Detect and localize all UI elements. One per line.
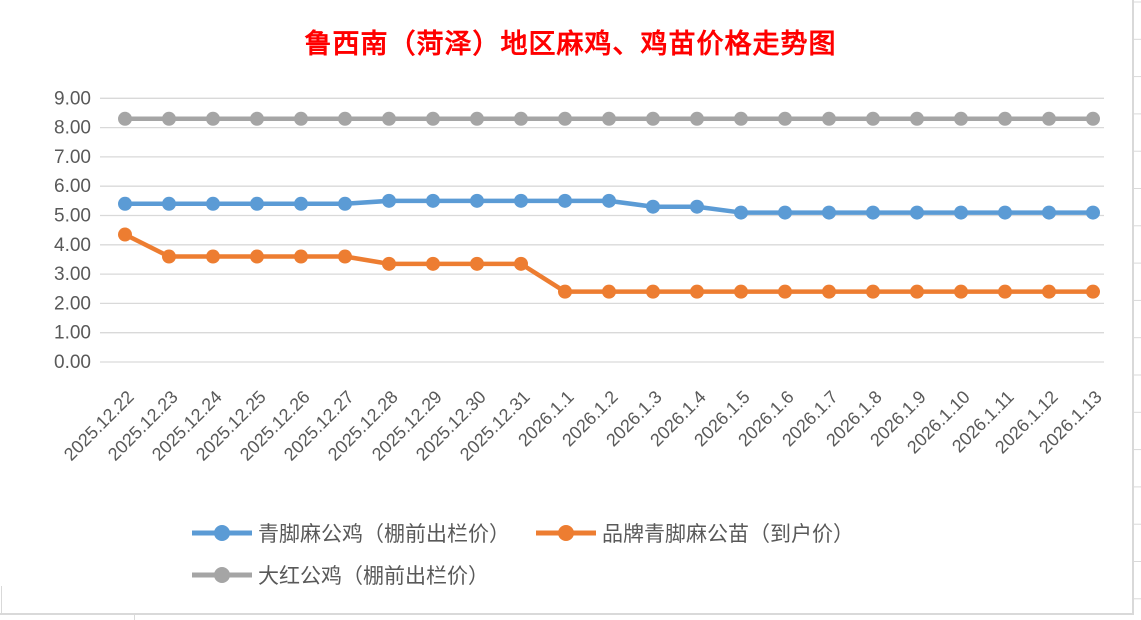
data-point xyxy=(338,111,352,126)
spreadsheet-gridline-tick xyxy=(1,586,2,613)
data-point xyxy=(998,205,1012,220)
data-point xyxy=(822,284,836,299)
legend-marker-icon xyxy=(536,525,596,541)
y-axis-tick-label: 2.00 xyxy=(54,293,91,314)
data-point xyxy=(1042,205,1056,220)
legend-item-2[interactable]: 大红公鸡（棚前出栏价） xyxy=(192,560,489,590)
y-axis-tick-label: 4.00 xyxy=(54,235,91,256)
data-point xyxy=(910,284,924,299)
y-axis-tick-label: 8.00 xyxy=(54,118,91,139)
data-point xyxy=(514,256,528,271)
y-axis-tick-label: 7.00 xyxy=(54,147,91,168)
data-point xyxy=(206,196,220,211)
data-point xyxy=(514,111,528,126)
data-point xyxy=(426,111,440,126)
data-point xyxy=(382,256,396,271)
data-point xyxy=(558,193,572,208)
data-point xyxy=(690,199,704,214)
data-point xyxy=(998,284,1012,299)
data-point xyxy=(118,111,132,126)
data-point xyxy=(954,111,968,126)
legend-label: 大红公鸡（棚前出栏价） xyxy=(258,565,489,588)
data-point xyxy=(998,111,1012,126)
spreadsheet-border-right xyxy=(1132,0,1134,615)
data-point xyxy=(866,284,880,299)
spreadsheet-gridline-tick xyxy=(134,615,135,620)
data-point xyxy=(338,249,352,264)
data-point xyxy=(382,193,396,208)
data-point xyxy=(734,111,748,126)
data-point xyxy=(646,284,660,299)
data-point xyxy=(778,284,792,299)
data-point xyxy=(162,249,176,264)
data-point xyxy=(294,111,308,126)
data-point xyxy=(602,111,616,126)
legend-label: 品牌青脚麻公苗（到户价） xyxy=(602,523,854,546)
data-point xyxy=(382,111,396,126)
data-point xyxy=(426,193,440,208)
legend: 青脚麻公鸡（棚前出栏价） 品牌青脚麻公苗（到户价） 大红公鸡（棚前出栏价） xyxy=(192,518,992,590)
data-point xyxy=(294,196,308,211)
y-axis-tick-label: 1.00 xyxy=(54,323,91,344)
legend-item-0[interactable]: 青脚麻公鸡（棚前出栏价） xyxy=(192,518,510,548)
data-point xyxy=(1086,284,1100,299)
legend-marker-icon xyxy=(192,567,252,583)
data-point xyxy=(1086,205,1100,220)
y-axis-tick-label: 5.00 xyxy=(54,206,91,227)
data-point xyxy=(162,196,176,211)
y-axis-tick-label: 9.00 xyxy=(54,88,91,109)
data-point xyxy=(118,196,132,211)
legend-label: 青脚麻公鸡（棚前出栏价） xyxy=(258,523,510,546)
legend-marker-icon xyxy=(192,525,252,541)
data-point xyxy=(250,196,264,211)
data-point xyxy=(118,227,132,242)
data-point xyxy=(954,205,968,220)
data-point xyxy=(1042,111,1056,126)
data-point xyxy=(1042,284,1056,299)
data-point xyxy=(910,205,924,220)
data-point xyxy=(954,284,968,299)
chart-title: 鲁西南（菏泽）地区麻鸡、鸡苗价格走势图 xyxy=(304,29,837,59)
data-point xyxy=(866,205,880,220)
data-point xyxy=(646,111,660,126)
data-point xyxy=(910,111,924,126)
data-point xyxy=(778,205,792,220)
data-point xyxy=(602,193,616,208)
data-point xyxy=(294,249,308,264)
data-point xyxy=(822,111,836,126)
data-point xyxy=(734,284,748,299)
data-point xyxy=(558,111,572,126)
data-point xyxy=(338,196,352,211)
data-point xyxy=(470,256,484,271)
data-point xyxy=(866,111,880,126)
data-point xyxy=(602,284,616,299)
legend-item-1[interactable]: 品牌青脚麻公苗（到户价） xyxy=(536,518,854,548)
data-point xyxy=(206,111,220,126)
data-point xyxy=(426,256,440,271)
data-point xyxy=(162,111,176,126)
data-point xyxy=(558,284,572,299)
series-line-1 xyxy=(122,232,1096,294)
spreadsheet-border-bottom xyxy=(0,613,1134,615)
data-point xyxy=(514,193,528,208)
data-point xyxy=(822,205,836,220)
y-axis-tick-label: 6.00 xyxy=(54,176,91,197)
data-point xyxy=(206,249,220,264)
data-point xyxy=(250,111,264,126)
y-axis-tick-label: 0.00 xyxy=(54,352,91,373)
data-point xyxy=(690,111,704,126)
data-point xyxy=(646,199,660,214)
data-point xyxy=(690,284,704,299)
data-point xyxy=(734,205,748,220)
data-point xyxy=(470,193,484,208)
data-point xyxy=(470,111,484,126)
data-point xyxy=(250,249,264,264)
y-axis-tick-label: 3.00 xyxy=(54,264,91,285)
data-point xyxy=(778,111,792,126)
data-point xyxy=(1086,111,1100,126)
